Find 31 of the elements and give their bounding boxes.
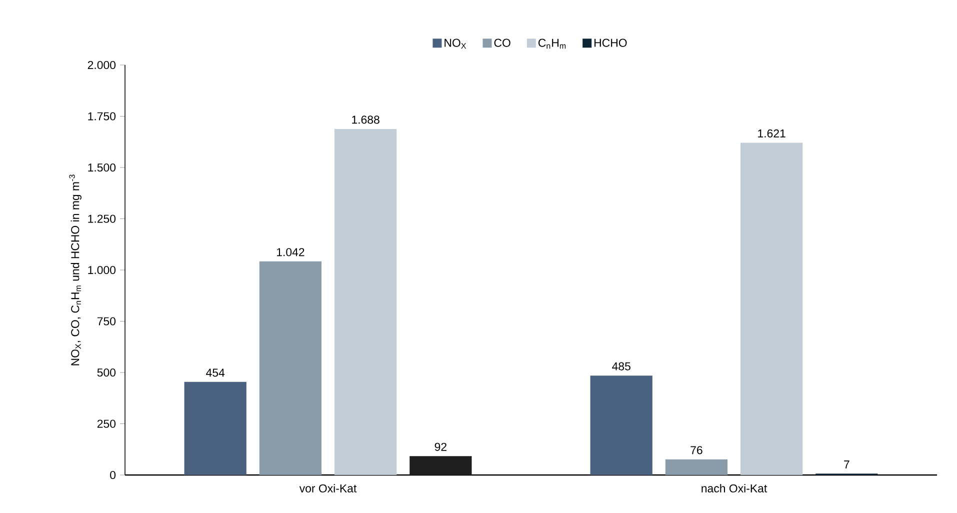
data-label: 1.042 xyxy=(276,248,304,256)
y-tick-label: 1.500 xyxy=(88,163,116,172)
data-label: 454 xyxy=(206,368,225,377)
data-label: 92 xyxy=(434,442,446,451)
bar xyxy=(740,142,803,475)
y-tick-label: 750 xyxy=(97,317,116,326)
data-label: 76 xyxy=(690,446,702,454)
legend-label: HCHO xyxy=(594,38,627,47)
y-tick-label: 1.750 xyxy=(88,112,116,120)
data-label: 7 xyxy=(844,460,850,468)
bar xyxy=(259,261,322,475)
x-tick-label: nach Oxi-Kat xyxy=(702,484,768,492)
data-label: 1.621 xyxy=(758,129,786,138)
y-tick-label: 250 xyxy=(97,420,116,428)
y-tick-label: 1.250 xyxy=(88,214,116,223)
bar xyxy=(665,459,728,475)
bar xyxy=(184,382,246,475)
y-tick-label: 2.000 xyxy=(88,60,116,70)
data-label: 485 xyxy=(612,362,630,370)
data-label: 1.688 xyxy=(352,116,380,124)
y-tick-label: 500 xyxy=(97,368,116,377)
x-tick-label: vor Oxi-Kat xyxy=(299,484,357,492)
y-tick-label: 0 xyxy=(110,470,116,480)
bar xyxy=(410,456,472,475)
bar xyxy=(334,128,397,475)
bar xyxy=(590,376,652,475)
legend-label: C$_{n}$H$_{m}$ xyxy=(538,38,566,49)
y-tick-label: 1.000 xyxy=(88,266,116,274)
legend-label: CO xyxy=(494,38,510,47)
y-axis-title: NO$_{X}$, CO, C$_{n}$H$_{m}$ und HCHO in mg m$^{-3}$ xyxy=(69,174,82,366)
legend-label: NO$_{X}$ xyxy=(444,38,466,49)
